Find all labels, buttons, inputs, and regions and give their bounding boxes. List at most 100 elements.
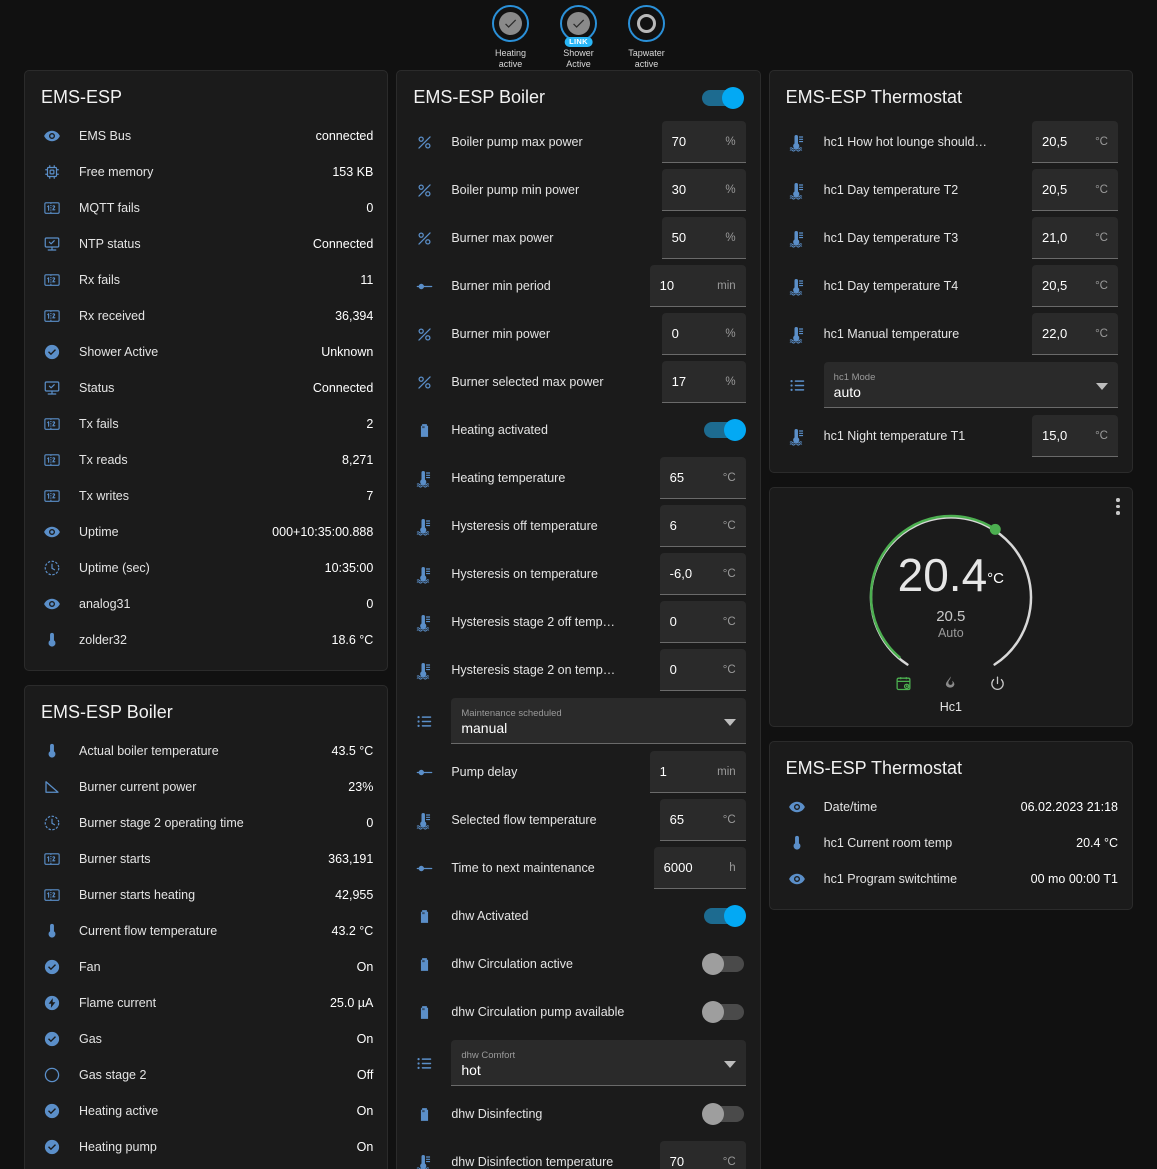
dashboard-columns: EMS-ESP EMS Bus connected Free memory 15… <box>0 70 1157 1169</box>
row-label: NTP status <box>79 237 141 251</box>
value-input[interactable]: 65 °C <box>659 457 746 499</box>
chevron-down-icon[interactable] <box>1095 383 1108 390</box>
row-value: 0 <box>366 816 374 830</box>
row-label: Date/time <box>823 800 878 814</box>
table-row: Date/time 06.02.2023 21:18 <box>784 789 1118 825</box>
input-unit: °C <box>1095 183 1108 196</box>
status-label-line2: active <box>498 58 523 69</box>
table-row: hc1 Current room temp 20.4 °C <box>784 825 1118 861</box>
input-unit: °C <box>1095 429 1108 442</box>
input-unit: h <box>729 861 736 874</box>
row-value: 0 <box>366 597 374 611</box>
table-row: Heating pump On <box>39 1129 373 1165</box>
monitor-icon <box>39 379 79 397</box>
row-label: Shower Active <box>79 345 159 359</box>
setting-row-field: hc1 How hot lounge should… 20,5 °C <box>784 118 1118 166</box>
card-title-boiler: EMS-ESP Boiler <box>41 702 173 722</box>
status-item-tapwater-active[interactable]: Tapwater active <box>617 5 677 69</box>
value-input[interactable]: 1 min <box>649 751 746 793</box>
setting-row-toggle: dhw Activated <box>411 892 746 940</box>
more-options-icon[interactable] <box>1116 498 1120 515</box>
row-label: Boiler pump max power <box>451 135 583 149</box>
table-row: EMS Bus connected <box>39 118 373 154</box>
input-value: 0 <box>669 662 677 677</box>
row-label: dhw Circulation pump available <box>451 1005 625 1019</box>
toggle-switch[interactable] <box>703 419 746 441</box>
value-input[interactable]: 15,0 °C <box>1031 415 1118 457</box>
value-input[interactable]: 70 °C <box>659 1141 746 1169</box>
value-input[interactable]: 65 °C <box>659 799 746 841</box>
watertemp-icon <box>784 229 824 248</box>
value-input[interactable]: 22,0 °C <box>1031 313 1118 355</box>
clock-icon <box>39 814 79 832</box>
table-row: Burner starts heating 42,955 <box>39 877 373 913</box>
row-label: Tx fails <box>79 417 119 431</box>
calendar-clock-icon[interactable] <box>895 675 912 692</box>
value-input[interactable]: 6000 h <box>653 847 746 889</box>
thermometer-icon <box>39 742 79 760</box>
value-input[interactable]: 17 % <box>661 361 746 403</box>
row-label: Heating temperature <box>451 471 566 485</box>
select-dropdown[interactable]: Maintenance scheduled manual <box>451 698 746 744</box>
value-input[interactable]: 20,5 °C <box>1031 169 1118 211</box>
table-row: Rx received 36,394 <box>39 298 373 334</box>
toggle-switch[interactable] <box>701 953 744 975</box>
status-ring-shower[interactable]: LINK <box>560 5 597 47</box>
row-value: 43.2 °C <box>331 924 374 938</box>
value-input[interactable]: 20,5 °C <box>1031 121 1118 163</box>
value-input[interactable]: 50 % <box>661 217 746 259</box>
watertemp-icon <box>411 1153 451 1169</box>
value-input[interactable]: 21,0 °C <box>1031 217 1118 259</box>
value-input[interactable]: 10 min <box>649 265 746 307</box>
boiler-master-toggle[interactable] <box>701 86 744 109</box>
value-input[interactable]: 6 °C <box>659 505 746 547</box>
row-label: Heating activated <box>451 423 548 437</box>
row-label: Tx writes <box>79 489 129 503</box>
power-icon[interactable] <box>989 675 1006 692</box>
row-value: 11 <box>360 273 374 287</box>
slider-icon <box>411 859 451 878</box>
input-value: 6 <box>669 518 677 533</box>
value-input[interactable]: 20,5 °C <box>1031 265 1118 307</box>
status-ring-heating[interactable] <box>492 5 529 42</box>
status-item-shower-active[interactable]: LINK Shower Active <box>549 5 609 69</box>
counter-icon <box>39 886 79 904</box>
chip-icon <box>39 163 79 181</box>
row-label: Rx fails <box>79 273 120 287</box>
percent-icon <box>411 229 451 248</box>
chevron-down-icon[interactable] <box>723 719 736 726</box>
watertemp-icon <box>784 427 824 446</box>
toggle-switch[interactable] <box>703 905 746 927</box>
status-ring-tapwater[interactable] <box>628 5 665 42</box>
setting-row-select: hc1 Mode auto <box>784 358 1118 412</box>
row-label: zolder32 <box>79 633 127 647</box>
value-input[interactable]: 70 % <box>661 121 746 163</box>
row-label: dhw Disinfecting <box>451 1107 543 1121</box>
value-input[interactable]: 30 % <box>661 169 746 211</box>
value-input[interactable]: 0 % <box>661 313 746 355</box>
setting-row-field: Selected flow temperature 65 °C <box>411 796 746 844</box>
row-label: Gas stage 2 <box>79 1068 147 1082</box>
counter-icon <box>39 415 79 433</box>
select-dropdown[interactable]: dhw Comfort hot <box>451 1040 746 1086</box>
flame-icon[interactable] <box>942 675 959 692</box>
row-label: MQTT fails <box>79 201 140 215</box>
row-label: hc1 Manual temperature <box>823 327 960 341</box>
chevron-down-icon[interactable] <box>723 1061 736 1068</box>
table-row: Gas On <box>39 1021 373 1057</box>
input-unit: % <box>725 135 736 148</box>
thermostat-dial[interactable]: 20.4 °C 20.5 Auto <box>861 506 1041 686</box>
row-label: Hysteresis stage 2 off temp… <box>451 615 616 629</box>
row-value: On <box>356 1104 374 1118</box>
row-label: Burner stage 2 operating time <box>79 816 244 830</box>
value-input[interactable]: -6,0 °C <box>659 553 746 595</box>
value-input[interactable]: 0 °C <box>659 601 746 643</box>
input-unit: % <box>725 375 736 388</box>
card-header-boiler-settings: EMS-ESP Boiler <box>411 71 745 118</box>
toggle-switch[interactable] <box>701 1103 744 1125</box>
value-input[interactable]: 0 °C <box>659 649 746 691</box>
status-item-heating-active[interactable]: Heating active <box>481 5 541 69</box>
toggle-switch[interactable] <box>701 1001 744 1023</box>
row-value: connected <box>315 129 374 143</box>
select-dropdown[interactable]: hc1 Mode auto <box>823 362 1118 408</box>
